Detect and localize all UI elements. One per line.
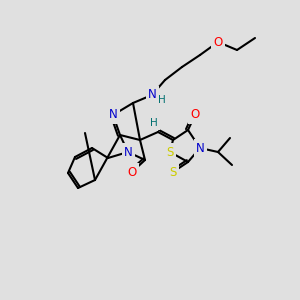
Text: O: O [128,166,136,178]
Text: N: N [109,109,117,122]
Text: H: H [150,118,158,128]
Text: H: H [158,95,166,105]
Text: N: N [124,146,132,158]
Text: O: O [190,109,200,122]
Text: S: S [169,166,177,178]
Text: O: O [213,35,223,49]
Text: N: N [196,142,204,154]
Text: N: N [148,88,156,101]
Text: S: S [166,146,174,158]
